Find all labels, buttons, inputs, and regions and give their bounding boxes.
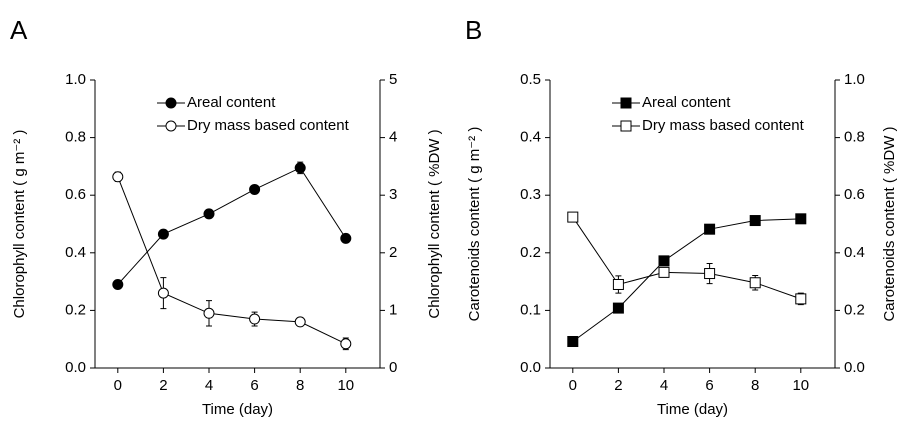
- y-axis-label: Chlorophyll content ( g m⁻² ): [11, 130, 28, 319]
- y2-axis-label: Carotenoids content ( %DW ): [881, 126, 898, 321]
- x-tick-label: 10: [792, 377, 809, 394]
- x-tick-label: 4: [205, 377, 213, 394]
- y2-tick-label: 0.2: [844, 301, 865, 318]
- x-tick-label: 6: [705, 377, 713, 394]
- marker: [567, 336, 579, 348]
- marker: [294, 316, 306, 328]
- panel-label: B: [465, 15, 482, 45]
- y-tick-label: 0.8: [65, 129, 86, 146]
- legend-marker: [165, 97, 177, 109]
- x-tick-label: 0: [114, 377, 122, 394]
- legend-marker: [620, 97, 632, 109]
- y-tick-label: 0.0: [520, 359, 541, 376]
- marker: [704, 268, 716, 280]
- y-tick-label: 0.3: [520, 186, 541, 203]
- y-tick-label: 0.2: [520, 244, 541, 261]
- legend-label: Areal content: [187, 94, 276, 111]
- marker: [157, 228, 169, 240]
- y2-axis-label: Chlorophyll content ( %DW ): [426, 129, 443, 318]
- y-axis-label: Carotenoids content ( g m⁻² ): [466, 127, 483, 322]
- legend-marker: [620, 120, 632, 132]
- y-tick-label: 0.1: [520, 301, 541, 318]
- x-tick-label: 2: [159, 377, 167, 394]
- chart: A 0.0 0.2 0.4 0.6 0.8 1.0 0 1 2 3 4 5 0 2 4 6 8 10 Time (da…: [10, 15, 443, 418]
- y-tick-label: 0.0: [65, 359, 86, 376]
- series-line: [572, 218, 801, 342]
- marker: [612, 278, 624, 290]
- x-tick-label: 4: [660, 377, 668, 394]
- marker: [795, 293, 807, 305]
- x-tick-label: 0: [569, 377, 577, 394]
- marker: [157, 287, 169, 299]
- y2-tick-label: 5: [389, 71, 397, 88]
- marker: [567, 211, 579, 223]
- y2-tick-label: 0: [389, 359, 397, 376]
- y-tick-label: 0.6: [65, 186, 86, 203]
- y2-tick-label: 1.0: [844, 71, 865, 88]
- marker: [658, 255, 670, 267]
- y2-tick-label: 0.0: [844, 359, 865, 376]
- y-tick-label: 0.5: [520, 71, 541, 88]
- marker: [340, 232, 352, 244]
- marker: [658, 266, 670, 278]
- y-tick-label: 0.2: [65, 301, 86, 318]
- marker: [612, 302, 624, 314]
- marker: [112, 171, 124, 183]
- legend-label: Areal content: [642, 94, 731, 111]
- y-tick-label: 1.0: [65, 71, 86, 88]
- chart: B 0.0 0.1 0.2 0.3 0.4 0.5 0.0 0.2 0.4 0.6 0.8 1.0 0 2 4…: [465, 15, 898, 418]
- x-tick-label: 6: [250, 377, 258, 394]
- marker: [749, 277, 761, 289]
- marker: [112, 278, 124, 290]
- y2-tick-label: 0.4: [844, 244, 865, 261]
- series-line: [117, 176, 347, 345]
- y2-tick-label: 4: [389, 129, 397, 146]
- x-tick-label: 2: [614, 377, 622, 394]
- x-tick-label: 10: [337, 377, 354, 394]
- marker: [749, 215, 761, 227]
- y-tick-label: 0.4: [520, 129, 541, 146]
- marker: [795, 213, 807, 225]
- marker: [203, 307, 215, 319]
- x-tick-label: 8: [751, 377, 759, 394]
- series-line: [572, 216, 801, 300]
- legend-label: Dry mass based content: [642, 117, 805, 134]
- x-tick-label: 8: [296, 377, 304, 394]
- series-line: [117, 167, 347, 285]
- y2-tick-label: 1: [389, 301, 397, 318]
- legend-label: Dry mass based content: [187, 117, 350, 134]
- legend-marker: [165, 120, 177, 132]
- marker: [203, 208, 215, 220]
- y2-tick-label: 2: [389, 244, 397, 261]
- marker: [704, 223, 716, 235]
- y2-tick-label: 3: [389, 186, 397, 203]
- y-tick-label: 0.4: [65, 244, 86, 261]
- marker: [249, 183, 261, 195]
- marker: [294, 162, 306, 174]
- y2-tick-label: 0.6: [844, 186, 865, 203]
- y2-tick-label: 0.8: [844, 129, 865, 146]
- marker: [249, 313, 261, 325]
- x-axis-label: Time (day): [657, 401, 728, 418]
- x-axis-label: Time (day): [202, 401, 273, 418]
- panel-label: A: [10, 15, 28, 45]
- marker: [340, 338, 352, 350]
